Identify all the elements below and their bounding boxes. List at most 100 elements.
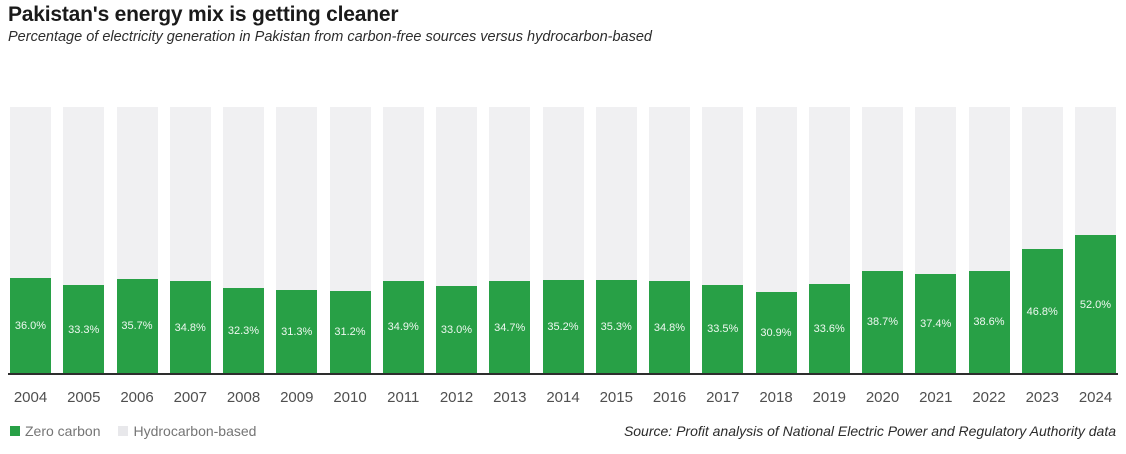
year-label-2021: 2021 — [919, 389, 953, 406]
year-label-2004: 2004 — [13, 389, 48, 406]
hydrocarbon-segment-2011 — [382, 107, 424, 281]
year-label-2011: 2011 — [387, 389, 420, 406]
legend-item-hydrocarbon: Hydrocarbon-based — [118, 423, 256, 439]
year-label-2008: 2008 — [226, 389, 261, 406]
year-label-2024: 2024 — [1078, 389, 1113, 406]
value-label-2020: 38.7% — [866, 316, 899, 329]
zero-carbon-segment-2024: 52.0% — [1075, 235, 1116, 374]
hydrocarbon-segment-2018 — [755, 107, 797, 292]
hydrocarbon-segment-2019 — [808, 107, 850, 285]
bar-2011: 34.9% — [382, 107, 424, 374]
bar-2010: 31.2% — [329, 107, 371, 374]
legend-label-zero-carbon: Zero carbon — [25, 423, 101, 439]
hydrocarbon-segment-2020 — [862, 107, 903, 271]
year-label-2018: 2018 — [759, 389, 793, 406]
year-label-2014: 2014 — [546, 389, 580, 406]
bar-2016: 34.8% — [649, 107, 690, 374]
chart-title: Pakistan's energy mix is getting cleaner — [8, 3, 399, 26]
source-note: Source: Profit analysis of National Elec… — [623, 423, 1116, 439]
bar-2012: 33.0% — [436, 107, 477, 374]
value-label-2008: 32.3% — [227, 324, 260, 337]
value-label-2022: 38.6% — [973, 316, 1005, 329]
bar-2023: 46.8% — [1021, 107, 1063, 374]
hydrocarbon-segment-2024 — [1075, 107, 1116, 236]
year-label-2010: 2010 — [333, 389, 367, 406]
zero-carbon-segment-2018: 30.9% — [755, 291, 797, 374]
bars-area: 36.0% 33.3% 35.7% 34.8% 32.3% 31.3% 31.2% 34.9%… — [10, 107, 1116, 374]
value-label-2012: 33.0% — [440, 323, 473, 336]
bar-2017: 33.5% — [702, 107, 744, 374]
value-label-2004: 36.0% — [14, 319, 47, 332]
hydrocarbon-segment-2004 — [10, 107, 51, 278]
hydrocarbon-segment-2021 — [915, 107, 957, 275]
zero-carbon-segment-2005: 33.3% — [63, 285, 105, 374]
value-label-2013: 34.7% — [494, 321, 526, 334]
bar-2019: 33.6% — [808, 107, 850, 374]
hydrocarbon-segment-2013 — [489, 107, 531, 282]
x-axis-line — [8, 373, 1118, 375]
zero-carbon-segment-2008: 32.3% — [223, 287, 264, 374]
value-label-2007: 34.8% — [174, 321, 206, 334]
zero-carbon-segment-2015: 35.3% — [595, 279, 637, 374]
hydrocarbon-segment-2010 — [329, 107, 371, 291]
legend-label-hydrocarbon: Hydrocarbon-based — [133, 423, 257, 439]
year-label-2006: 2006 — [120, 389, 154, 406]
zero-carbon-segment-2004: 36.0% — [10, 277, 51, 374]
hydrocarbon-swatch-icon — [118, 426, 129, 436]
value-label-2009: 31.3% — [281, 326, 313, 339]
value-label-2023: 46.8% — [1026, 305, 1058, 318]
hydrocarbon-segment-2006 — [116, 107, 158, 279]
bar-2005: 33.3% — [63, 107, 105, 374]
year-label-2020: 2020 — [865, 389, 900, 406]
year-label-2012: 2012 — [439, 389, 474, 406]
year-label-2016: 2016 — [652, 389, 687, 406]
value-label-2015: 35.3% — [600, 320, 632, 333]
bar-2022: 38.6% — [968, 107, 1010, 374]
zero-carbon-segment-2016: 34.8% — [649, 281, 690, 374]
stacked-bar-chart: 36.0% 33.3% 35.7% 34.8% 32.3% 31.3% 31.2% 34.9%… — [10, 107, 1116, 374]
zero-carbon-segment-2012: 33.0% — [436, 285, 477, 374]
zero-carbon-segment-2017: 33.5% — [702, 284, 744, 374]
bar-2009: 31.3% — [276, 107, 318, 374]
year-label-2015: 2015 — [599, 389, 633, 406]
zero-carbon-segment-2022: 38.6% — [968, 270, 1010, 374]
hydrocarbon-segment-2008 — [223, 107, 264, 288]
hydrocarbon-segment-2007 — [169, 107, 211, 282]
value-label-2014: 35.2% — [547, 321, 579, 334]
zero-carbon-segment-2009: 31.3% — [276, 290, 318, 374]
bar-2014: 35.2% — [542, 107, 584, 374]
bar-2024: 52.0% — [1075, 107, 1116, 374]
hydrocarbon-segment-2017 — [702, 107, 744, 285]
hydrocarbon-segment-2022 — [968, 107, 1010, 271]
hydrocarbon-segment-2014 — [542, 107, 584, 281]
hydrocarbon-segment-2005 — [63, 107, 105, 286]
bar-2013: 34.7% — [489, 107, 531, 374]
zero-carbon-segment-2021: 37.4% — [915, 274, 957, 374]
bar-2015: 35.3% — [595, 107, 637, 374]
hydrocarbon-segment-2009 — [276, 107, 318, 291]
zero-carbon-segment-2006: 35.7% — [116, 278, 158, 374]
x-axis-labels: 2004 2005 2006 2007 2008 2009 2010 2011 2012 2013… — [10, 389, 1116, 406]
zero-carbon-segment-2023: 46.8% — [1021, 249, 1063, 374]
zero-carbon-swatch-icon — [10, 426, 20, 436]
bar-2007: 34.8% — [169, 107, 211, 374]
bar-2021: 37.4% — [915, 107, 957, 374]
legend: Zero carbon Hydrocarbon-based — [10, 423, 256, 439]
value-label-2017: 33.5% — [707, 323, 739, 336]
value-label-2019: 33.6% — [813, 323, 845, 336]
value-label-2024: 52.0% — [1079, 298, 1112, 311]
year-label-2017: 2017 — [706, 389, 740, 406]
zero-carbon-segment-2013: 34.7% — [489, 281, 531, 374]
year-label-2019: 2019 — [812, 389, 846, 406]
zero-carbon-segment-2011: 34.9% — [382, 280, 424, 374]
value-label-2016: 34.8% — [653, 321, 686, 334]
bar-2006: 35.7% — [116, 107, 158, 374]
value-label-2006: 35.7% — [121, 320, 153, 333]
chart-footer: Zero carbon Hydrocarbon-based Source: Pr… — [10, 420, 1116, 442]
year-label-2007: 2007 — [173, 389, 207, 406]
year-label-2013: 2013 — [493, 389, 527, 406]
year-label-2023: 2023 — [1025, 389, 1059, 406]
zero-carbon-segment-2014: 35.2% — [542, 280, 584, 374]
year-label-2022: 2022 — [972, 389, 1006, 406]
zero-carbon-segment-2019: 33.6% — [808, 284, 850, 374]
